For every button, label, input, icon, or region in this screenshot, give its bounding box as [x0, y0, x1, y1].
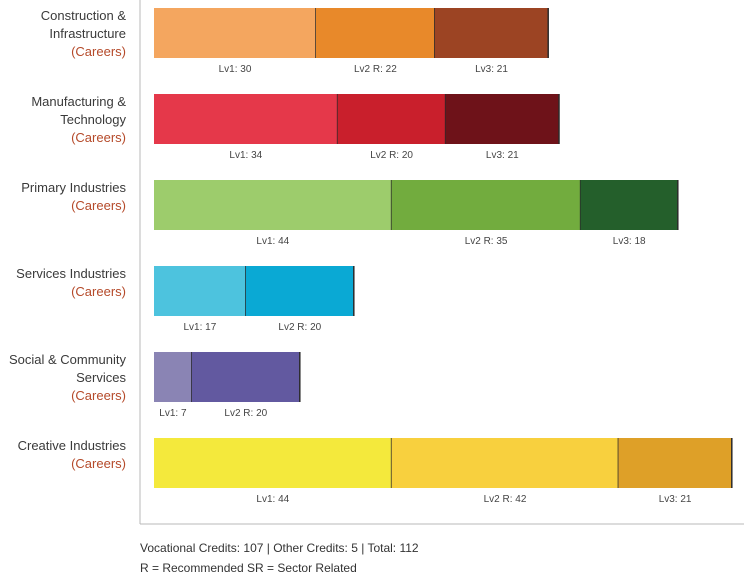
category-sublabel: (Careers)	[71, 284, 126, 299]
segment-label: Lv1: 44	[256, 236, 289, 247]
segment-label: Lv1: 30	[219, 64, 252, 75]
bar-segment	[154, 266, 246, 316]
abbreviation-legend: R = Recommended SR = Sector Related	[140, 561, 357, 575]
category-label: Technology	[60, 112, 126, 127]
segment-label: Lv3: 21	[486, 150, 519, 161]
category-sublabel: (Careers)	[71, 130, 126, 145]
category-label: Construction &	[41, 8, 127, 23]
segment-label: Lv1: 17	[183, 322, 216, 333]
bar-segment	[580, 180, 678, 230]
credits-summary: Vocational Credits: 107 | Other Credits:…	[140, 541, 419, 555]
bar-segment	[337, 94, 446, 144]
segment-label: Lv2 R: 22	[354, 64, 397, 75]
bar-segment	[154, 352, 192, 402]
segment-label: Lv3: 21	[475, 64, 508, 75]
category-label: Infrastructure	[49, 26, 126, 41]
bar-segment	[618, 438, 732, 488]
segment-label: Lv2 R: 20	[278, 322, 321, 333]
bar-segment	[245, 266, 354, 316]
category-label: Services Industries	[16, 266, 126, 281]
category-label: Creative Industries	[18, 438, 127, 453]
category-sublabel: (Careers)	[71, 456, 126, 471]
segment-label: Lv3: 21	[659, 494, 692, 505]
segment-label: Lv3: 18	[613, 236, 646, 247]
bar-segment	[316, 8, 435, 58]
bar-segment	[154, 438, 392, 488]
segment-label: Lv1: 7	[159, 408, 187, 419]
category-label: Social & Community	[9, 352, 127, 367]
category-sublabel: (Careers)	[71, 44, 126, 59]
bar-segment	[434, 8, 549, 58]
segment-label: Lv2 R: 20	[370, 150, 413, 161]
category-sublabel: (Careers)	[71, 198, 126, 213]
category-sublabel: (Careers)	[71, 388, 126, 403]
category-label: Services	[76, 370, 126, 385]
segment-label: Lv2 R: 20	[224, 408, 267, 419]
bar-segment	[154, 94, 338, 144]
bar-segment	[154, 180, 392, 230]
segment-label: Lv1: 44	[256, 494, 289, 505]
segment-label: Lv1: 34	[229, 150, 262, 161]
bar-segment	[191, 352, 300, 402]
bar-segment	[445, 94, 559, 144]
bar-segment	[391, 180, 581, 230]
category-label: Primary Industries	[21, 180, 126, 195]
category-label: Manufacturing &	[31, 94, 126, 109]
segment-label: Lv2 R: 35	[465, 236, 508, 247]
stacked-bar-chart: Construction & Infrastructure (Careers) Lv1…	[9, 0, 744, 525]
bar-segment	[391, 438, 619, 488]
bar-segment	[154, 8, 316, 58]
segment-label: Lv2 R: 42	[484, 494, 527, 505]
